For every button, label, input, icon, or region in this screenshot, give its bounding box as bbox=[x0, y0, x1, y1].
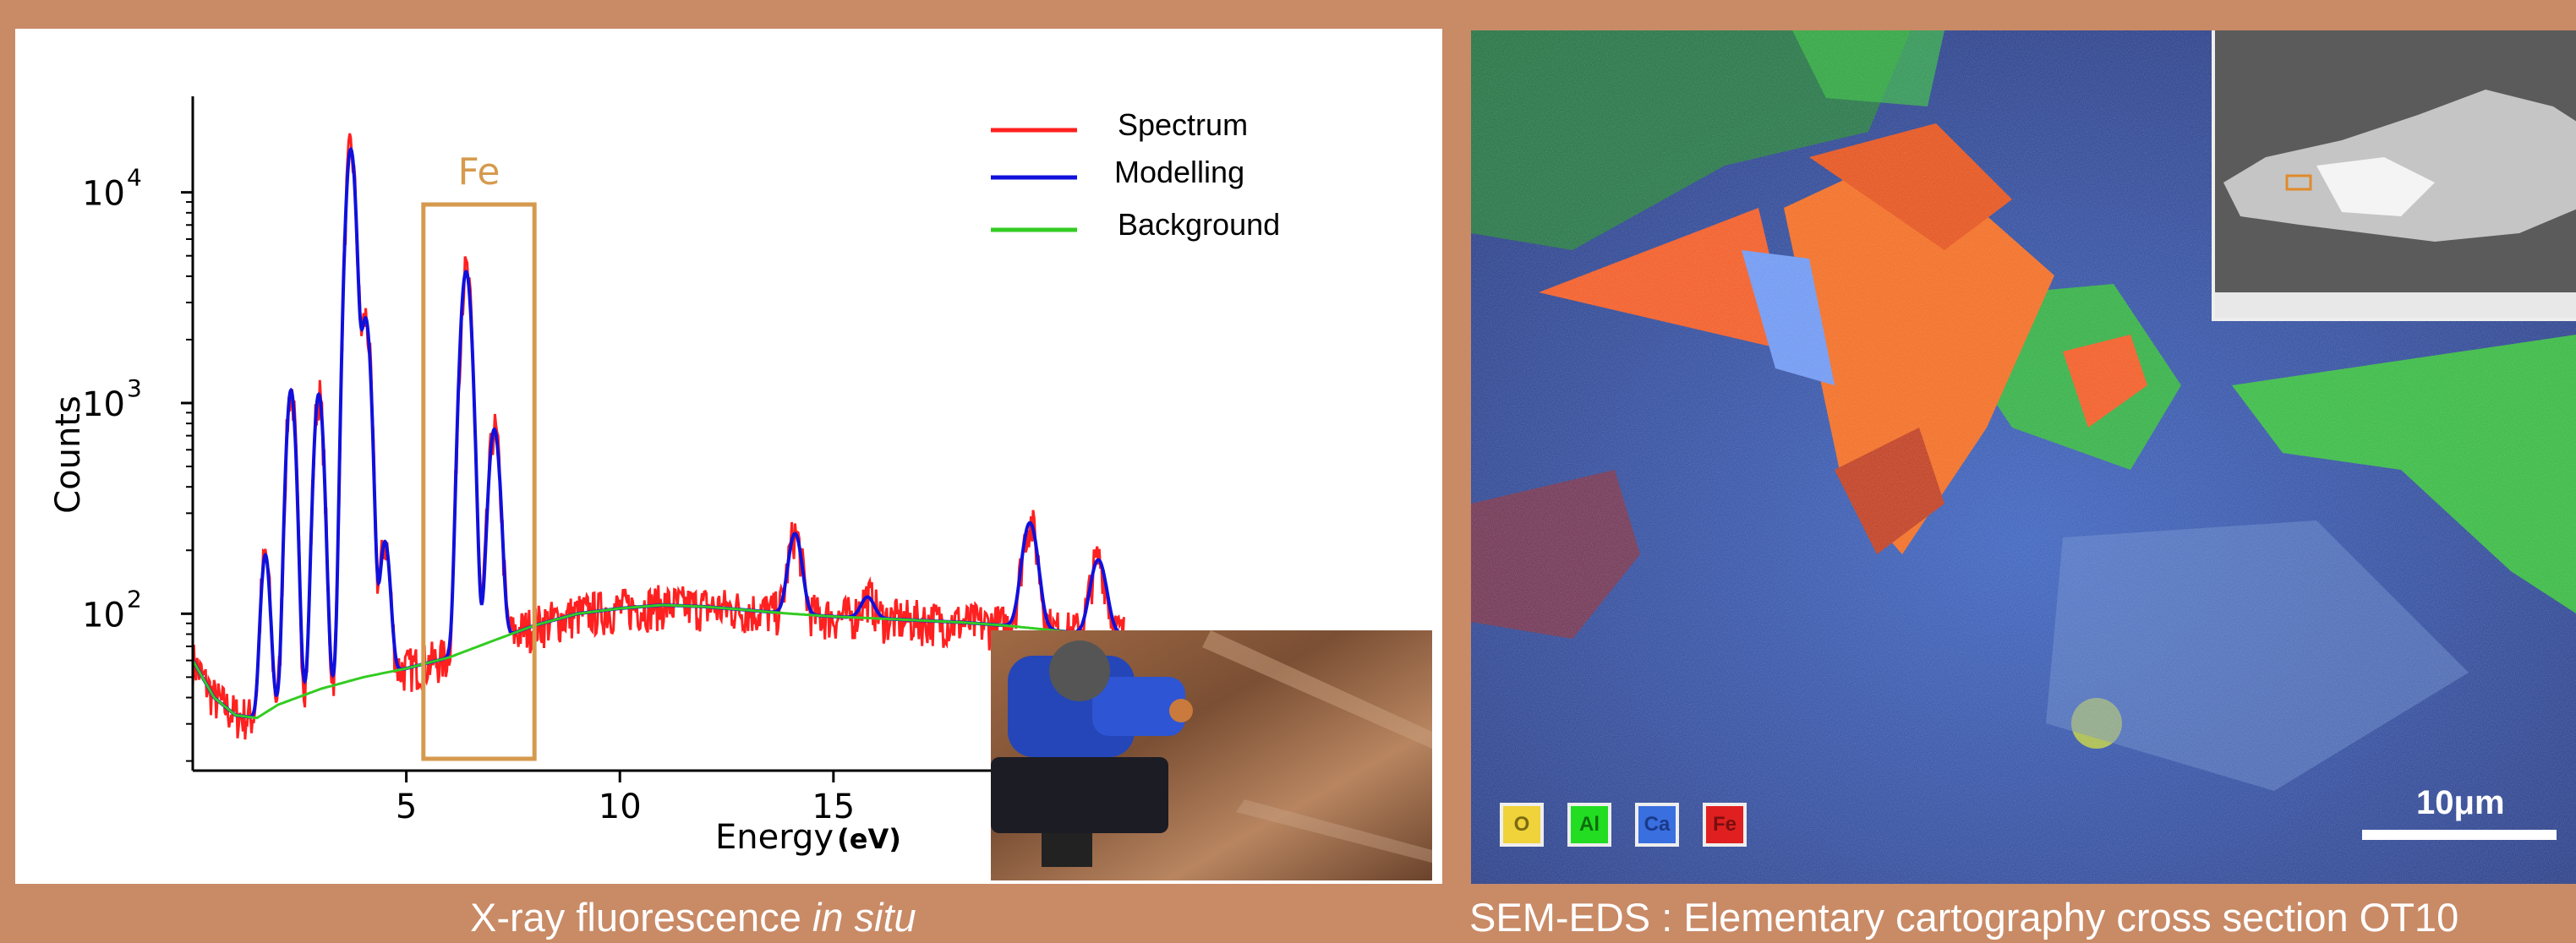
legend-element-ca: Ca bbox=[1635, 803, 1679, 847]
scale-bar bbox=[2362, 830, 2557, 840]
legend-label-spectrum: Spectrum bbox=[1118, 107, 1248, 142]
xrf-device-illustration bbox=[991, 630, 1432, 880]
x-axis-unit: (eV) bbox=[837, 823, 901, 855]
y-tick-label-exponent: 2 bbox=[127, 585, 142, 613]
x-axis-label: Energy bbox=[715, 818, 834, 857]
xrf-device-photo bbox=[991, 630, 1432, 880]
x-tick-label: 15 bbox=[812, 788, 855, 826]
caption-xrf: X-ray fluorescence in situ bbox=[470, 894, 916, 940]
series-line-spectrum bbox=[191, 133, 1125, 740]
xrf-chart-panel: 10 2 10 3 10 4 5 10 15 Counts Energy (eV) Fe Spectrum… bbox=[15, 29, 1442, 884]
y-tick-label: 10 bbox=[82, 175, 125, 214]
y-tick-label: 10 bbox=[82, 596, 125, 635]
series-line-modelling bbox=[191, 146, 1124, 719]
sem-overview-image bbox=[2212, 30, 2576, 321]
legend-element-al: Al bbox=[1567, 803, 1611, 847]
caption-xrf-prefix: X-ray fluorescence bbox=[470, 895, 812, 940]
y-tick-label: 10 bbox=[82, 385, 125, 424]
fe-annotation-label: Fe bbox=[458, 150, 500, 194]
series-line-background bbox=[191, 603, 1097, 720]
scale-bar-label: 10μm bbox=[2416, 784, 2505, 821]
x-tick-label: 10 bbox=[599, 788, 642, 826]
y-tick-label-exponent: 3 bbox=[127, 374, 142, 402]
y-tick-label-exponent: 4 bbox=[127, 164, 142, 192]
legend-label-background: Background bbox=[1118, 207, 1280, 242]
fe-annotation-box bbox=[421, 202, 537, 761]
caption-sem-eds: SEM-EDS : Elementary cartography cross s… bbox=[1469, 895, 2459, 940]
sem-overview-illustration bbox=[2215, 30, 2576, 318]
legend-label-modelling: Modelling bbox=[1114, 155, 1244, 189]
legend-element-fe: Fe bbox=[1703, 803, 1747, 847]
caption-xrf-italic: in situ bbox=[812, 895, 916, 940]
y-axis-label: Counts bbox=[49, 395, 88, 514]
sem-eds-map-panel: O Al Ca Fe 10μm bbox=[1471, 30, 2576, 884]
x-tick-label: 5 bbox=[396, 788, 417, 826]
legend-element-o: O bbox=[1500, 803, 1544, 847]
